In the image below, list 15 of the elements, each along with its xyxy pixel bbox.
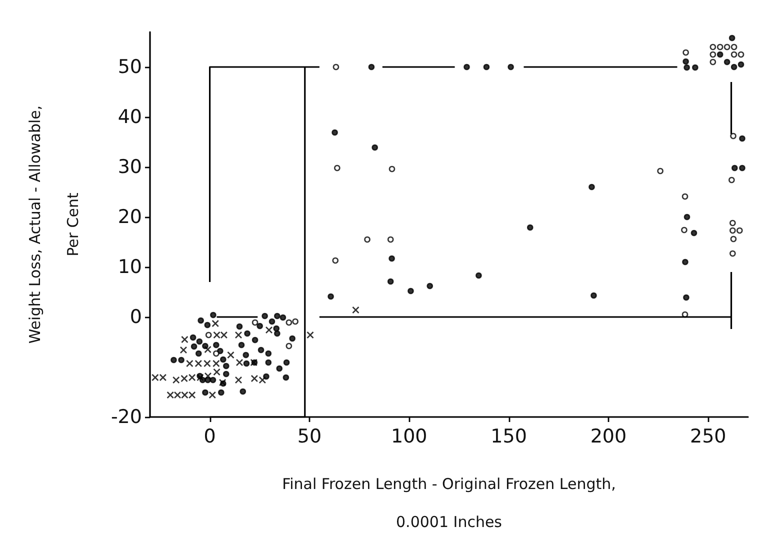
x-tick-label: 100 <box>391 426 428 448</box>
x-tick-label: 0 <box>204 426 216 448</box>
y-tick-label: 10 <box>118 256 142 278</box>
text: Weight Loss, Actual - Allowable, Per Cent <box>26 105 82 344</box>
y-tick-label: 40 <box>118 106 142 128</box>
y-tick-label: 30 <box>118 156 142 178</box>
y-tick-label: 50 <box>118 56 142 78</box>
y-tick-label: 20 <box>118 206 142 228</box>
y-tick-label: -20 <box>110 406 142 428</box>
x-tick-label: 200 <box>590 426 627 448</box>
y-tick-label: 0 <box>130 306 142 328</box>
x-tick-label: 50 <box>297 426 322 448</box>
text: Final Frozen Length - Original Frozen Length, 0.0001 Inches <box>282 475 616 531</box>
x-tick-label: 250 <box>690 426 726 448</box>
x-tick-label: 150 <box>490 426 527 448</box>
